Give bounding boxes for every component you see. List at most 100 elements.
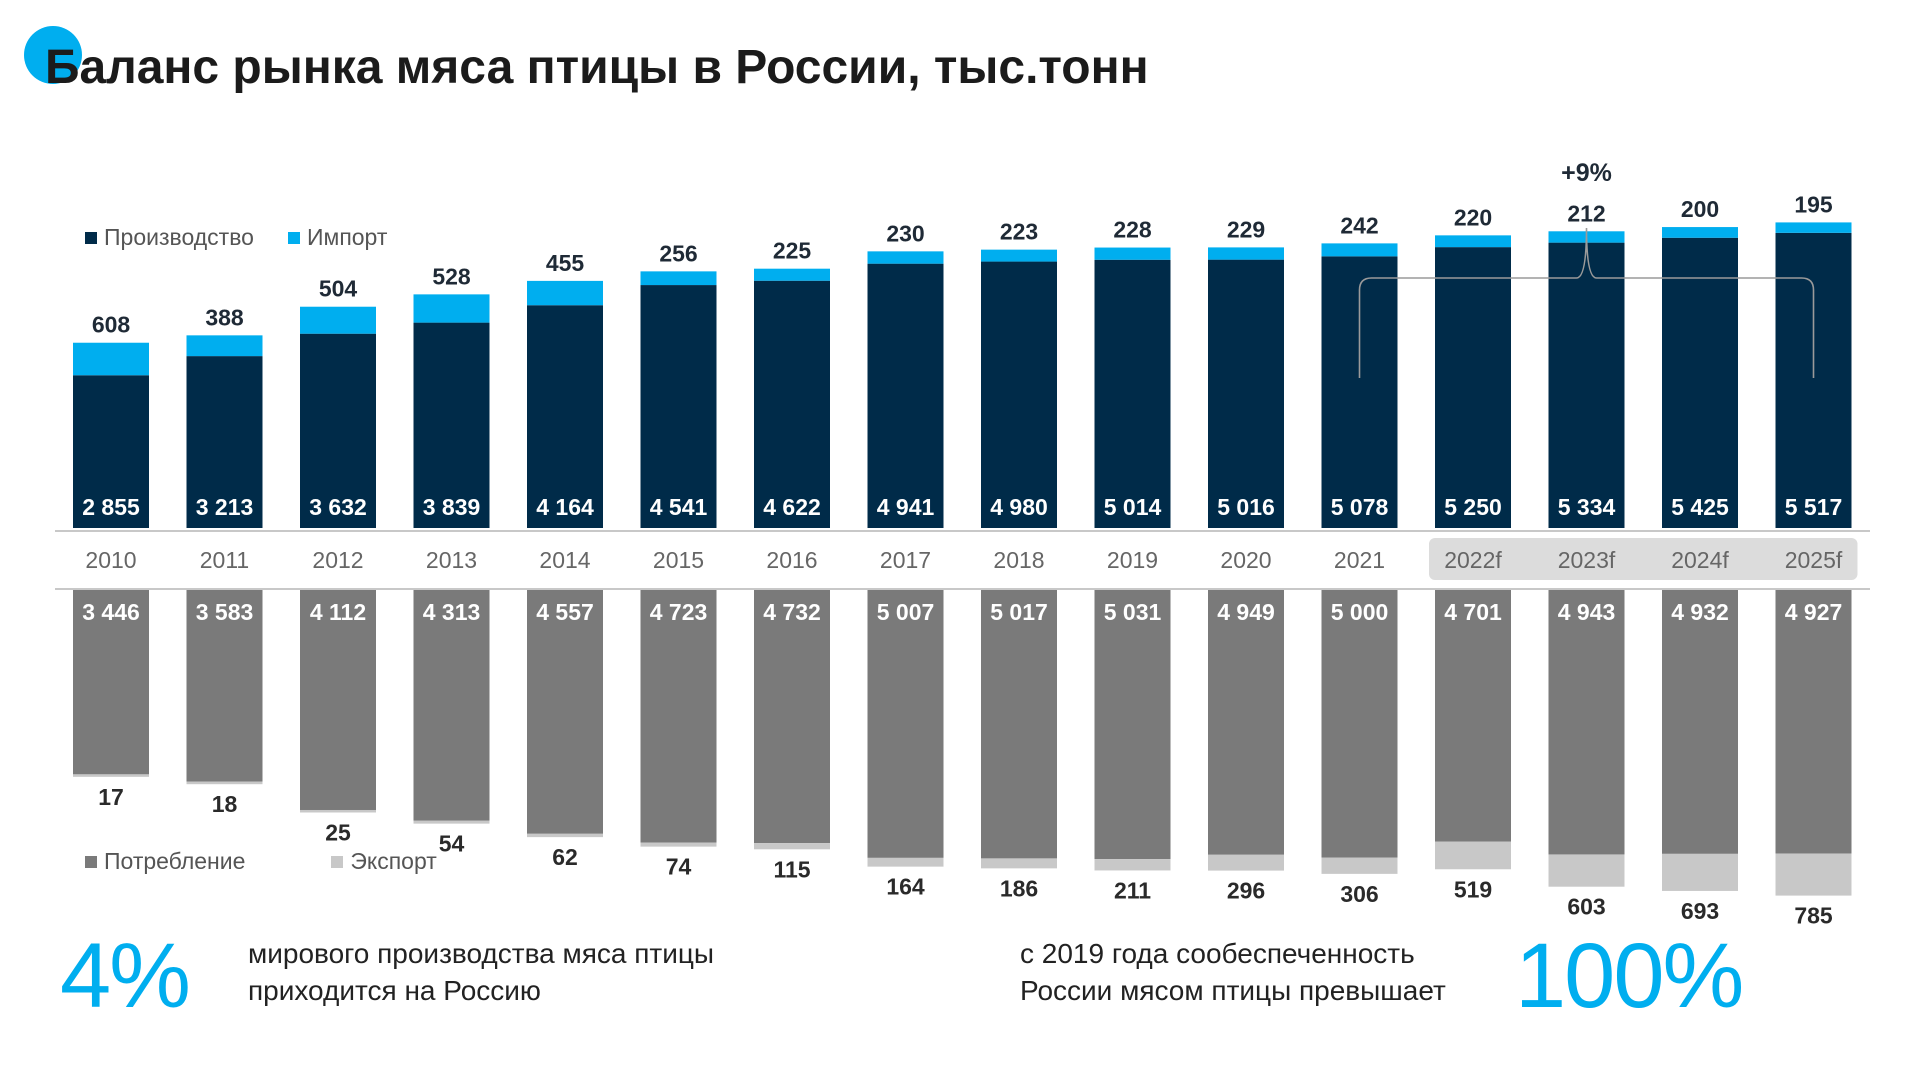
label-consumption-2020: 4 949 — [1217, 599, 1275, 625]
label-consumption-2018: 5 017 — [990, 599, 1048, 625]
bar-export-2020 — [1208, 854, 1284, 871]
bar-export-2022f — [1435, 841, 1511, 870]
year-label-2011: 2011 — [200, 547, 249, 573]
year-label-2012: 2012 — [312, 547, 363, 573]
legend-item-production: Производство — [85, 224, 254, 251]
label-export-2023f: 603 — [1567, 894, 1605, 920]
year-label-2024f: 2024f — [1671, 547, 1729, 573]
legend-label-export: Экспорт — [350, 848, 437, 874]
label-production-2011: 3 213 — [196, 494, 254, 520]
year-label-2013: 2013 — [426, 547, 477, 573]
stat-world-share-text: мирового производства мяса птицы приходи… — [248, 935, 714, 1009]
year-label-2019: 2019 — [1107, 547, 1158, 573]
label-production-2017: 4 941 — [877, 494, 935, 520]
label-production-2024f: 5 425 — [1671, 494, 1729, 520]
bar-consumption-2016 — [754, 590, 830, 844]
page-title: Баланс рынка мяса птицы в России, тыс.то… — [45, 41, 1149, 94]
label-import-2023f: 212 — [1567, 200, 1605, 226]
bar-import-2010 — [73, 342, 149, 376]
label-production-2023f: 5 334 — [1558, 494, 1616, 520]
bar-export-2024f — [1662, 853, 1738, 891]
label-export-2022f: 519 — [1454, 876, 1492, 902]
year-label-2015: 2015 — [653, 547, 704, 573]
year-label-2017: 2017 — [880, 547, 931, 573]
bar-consumption-2021 — [1321, 590, 1398, 858]
label-export-2013: 54 — [439, 831, 465, 857]
legend-bottom: Потребление Экспорт — [85, 848, 437, 875]
bar-production-2012 — [300, 333, 376, 528]
bar-export-2015 — [640, 842, 717, 847]
bar-production-2025f — [1775, 232, 1852, 528]
stat-self-sufficiency-line2: России мясом птицы превышает — [1020, 975, 1446, 1006]
label-import-2015: 256 — [659, 240, 697, 266]
label-export-2011: 18 — [212, 791, 238, 817]
bar-import-2016 — [754, 268, 830, 281]
label-production-2010: 2 855 — [82, 494, 140, 520]
label-import-2017: 230 — [886, 220, 924, 246]
label-import-2016: 225 — [773, 238, 812, 264]
bar-production-2013 — [413, 322, 490, 528]
bar-production-2011 — [186, 356, 263, 528]
bar-production-2024f — [1662, 237, 1738, 528]
bar-consumption-2025f — [1775, 590, 1852, 854]
year-label-2023f: 2023f — [1558, 547, 1616, 573]
label-consumption-2014: 4 557 — [536, 599, 594, 625]
label-consumption-2015: 4 723 — [650, 599, 708, 625]
label-export-2016: 115 — [773, 856, 810, 882]
bar-import-2013 — [413, 294, 490, 323]
label-export-2024f: 693 — [1681, 898, 1719, 924]
bar-production-2018 — [981, 261, 1057, 528]
bar-import-2025f — [1775, 222, 1852, 233]
bar-consumption-2019 — [1094, 590, 1171, 860]
label-production-2014: 4 164 — [536, 494, 594, 520]
legend-label-import: Импорт — [306, 224, 388, 250]
bar-production-2019 — [1094, 259, 1171, 528]
bar-production-2020 — [1208, 259, 1284, 528]
label-consumption-2010: 3 446 — [82, 599, 140, 625]
label-production-2020: 5 016 — [1217, 494, 1275, 520]
bar-export-2014 — [527, 833, 603, 838]
bar-import-2024f — [1662, 227, 1738, 238]
bar-export-2017 — [867, 857, 944, 867]
label-consumption-2016: 4 732 — [763, 599, 821, 625]
label-import-2024f: 200 — [1681, 196, 1719, 222]
stat-world-share-line2: приходится на Россию — [248, 975, 541, 1006]
bar-import-2022f — [1435, 235, 1511, 248]
label-import-2018: 223 — [1000, 219, 1038, 245]
bar-production-2017 — [867, 263, 944, 528]
label-import-2020: 229 — [1227, 216, 1265, 242]
legend-label-consumption: Потребление — [104, 848, 246, 874]
label-import-2011: 388 — [205, 304, 244, 330]
label-consumption-2011: 3 583 — [196, 599, 254, 625]
stat-self-sufficiency-value: 100% — [1515, 925, 1744, 1027]
label-production-2022f: 5 250 — [1444, 494, 1502, 520]
legend-swatch-import — [287, 231, 300, 244]
label-consumption-2024f: 4 932 — [1671, 599, 1729, 625]
label-production-2016: 4 622 — [763, 494, 821, 520]
legend-swatch-consumption — [85, 855, 97, 868]
label-production-2015: 4 541 — [650, 494, 708, 520]
label-import-2010: 608 — [92, 312, 131, 338]
label-export-2017: 164 — [886, 874, 925, 900]
bar-consumption-2014 — [527, 590, 603, 834]
label-production-2013: 3 839 — [423, 494, 481, 520]
label-export-2010: 17 — [98, 784, 124, 810]
bar-consumption-2024f — [1662, 590, 1738, 854]
bar-import-2015 — [640, 271, 717, 286]
bar-export-2018 — [981, 858, 1057, 869]
bar-consumption-2022f — [1435, 590, 1511, 842]
label-export-2019: 211 — [1114, 877, 1151, 903]
label-consumption-2019: 5 031 — [1104, 599, 1162, 625]
legend-swatch-production — [85, 231, 97, 244]
bar-consumption-2011 — [186, 590, 263, 782]
label-import-2013: 528 — [432, 263, 471, 289]
bar-production-2022f — [1435, 247, 1511, 528]
label-import-2014: 455 — [546, 250, 585, 276]
label-import-2022f: 220 — [1454, 204, 1492, 230]
label-import-2012: 504 — [319, 276, 358, 302]
label-export-2014: 62 — [552, 844, 578, 870]
year-label-2016: 2016 — [766, 547, 817, 573]
growth-bracket — [1358, 227, 1815, 378]
year-label-2021: 2021 — [1334, 547, 1385, 573]
